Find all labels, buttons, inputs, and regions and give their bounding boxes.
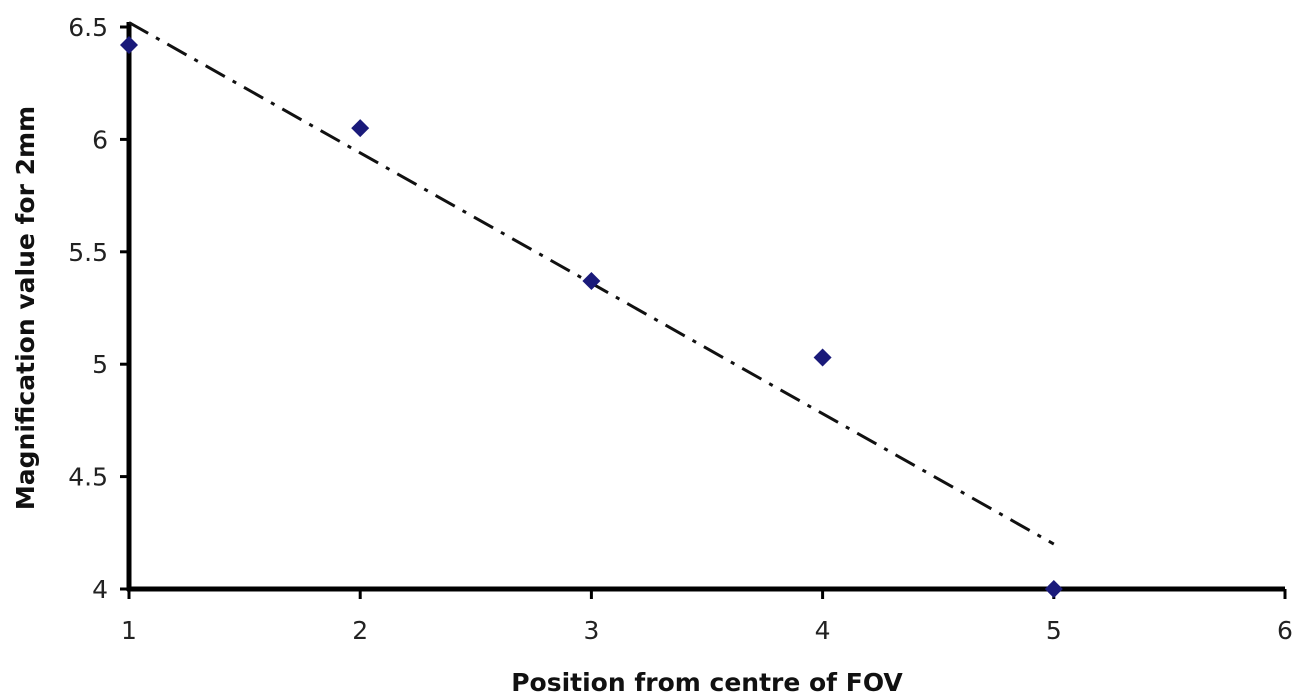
y-axis-ticks: 4 4.5 5 5.5 6 6.5 [68,13,129,604]
data-point [813,348,832,367]
x-tick-label: 5 [1046,616,1062,645]
data-point [1044,580,1063,598]
y-tick-label: 6 [92,125,108,154]
x-tick-label: 2 [352,616,368,645]
y-tick-label: 5 [92,350,108,379]
x-tick-label: 4 [815,616,831,645]
data-point [351,119,370,138]
y-tick-label: 6.5 [68,13,108,42]
x-axis-title: Position from centre of FOV [511,668,903,694]
x-tick-label: 1 [121,616,137,645]
x-tick-label: 6 [1277,616,1293,645]
data-point [120,35,138,54]
data-points [120,35,1063,598]
data-point [582,272,601,291]
y-axis-title: Magnification value for 2mm [11,106,40,510]
x-tick-label: 3 [583,616,599,645]
axes [126,22,1285,592]
y-tick-label: 4 [92,575,108,604]
x-axis-ticks: 1 2 3 4 5 6 [121,589,1293,645]
y-tick-label: 5.5 [68,238,108,267]
y-tick-label: 4.5 [68,463,108,492]
